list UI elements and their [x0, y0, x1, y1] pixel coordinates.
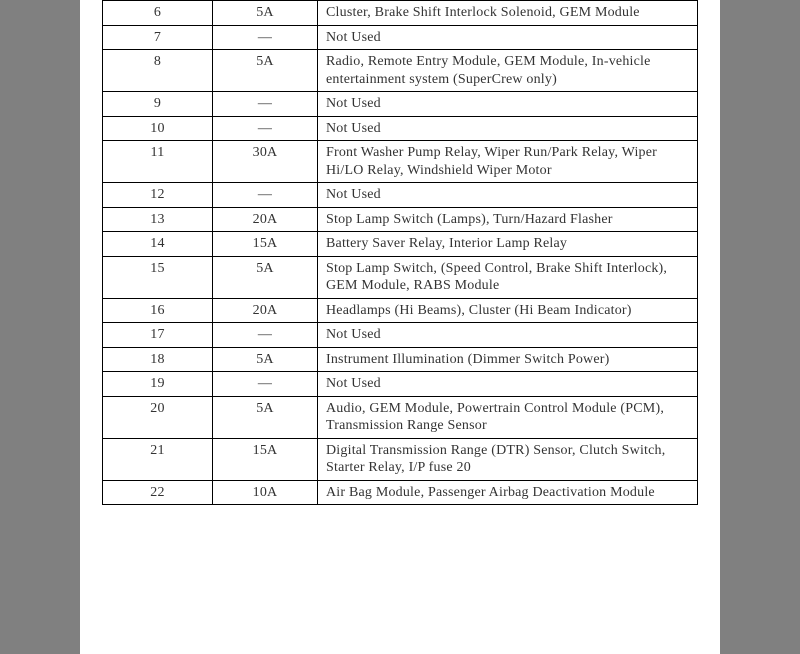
table-row: 7—Not Used — [103, 25, 698, 50]
fuse-number-cell: 15 — [103, 256, 213, 298]
fuse-number-cell: 13 — [103, 207, 213, 232]
fuse-amperage-cell: 30A — [213, 141, 318, 183]
fuse-description-cell: Not Used — [318, 116, 698, 141]
fuse-table: 65ACluster, Brake Shift Interlock Soleno… — [102, 0, 698, 505]
table-row: 205AAudio, GEM Module, Powertrain Contro… — [103, 396, 698, 438]
table-row: 10—Not Used — [103, 116, 698, 141]
fuse-number-cell: 12 — [103, 183, 213, 208]
fuse-amperage-cell: — — [213, 116, 318, 141]
fuse-description-cell: Stop Lamp Switch (Lamps), Turn/Hazard Fl… — [318, 207, 698, 232]
fuse-amperage-cell: 15A — [213, 438, 318, 480]
table-row: 12—Not Used — [103, 183, 698, 208]
table-row: 65ACluster, Brake Shift Interlock Soleno… — [103, 1, 698, 26]
fuse-description-cell: Instrument Illumination (Dimmer Switch P… — [318, 347, 698, 372]
fuse-description-cell: Not Used — [318, 183, 698, 208]
fuse-description-cell: Air Bag Module, Passenger Airbag Deactiv… — [318, 480, 698, 505]
fuse-number-cell: 19 — [103, 372, 213, 397]
fuse-amperage-cell: 20A — [213, 207, 318, 232]
table-row: 19—Not Used — [103, 372, 698, 397]
document-page: 65ACluster, Brake Shift Interlock Soleno… — [80, 0, 720, 654]
table-row: 85ARadio, Remote Entry Module, GEM Modul… — [103, 50, 698, 92]
fuse-number-cell: 20 — [103, 396, 213, 438]
fuse-description-cell: Not Used — [318, 92, 698, 117]
table-row: 1130AFront Washer Pump Relay, Wiper Run/… — [103, 141, 698, 183]
fuse-table-body: 65ACluster, Brake Shift Interlock Soleno… — [103, 1, 698, 505]
fuse-number-cell: 11 — [103, 141, 213, 183]
table-row: 2210AAir Bag Module, Passenger Airbag De… — [103, 480, 698, 505]
fuse-description-cell: Audio, GEM Module, Powertrain Control Mo… — [318, 396, 698, 438]
fuse-number-cell: 14 — [103, 232, 213, 257]
fuse-description-cell: Stop Lamp Switch, (Speed Control, Brake … — [318, 256, 698, 298]
fuse-amperage-cell: 10A — [213, 480, 318, 505]
table-row: 17—Not Used — [103, 323, 698, 348]
fuse-number-cell: 16 — [103, 298, 213, 323]
fuse-description-cell: Cluster, Brake Shift Interlock Solenoid,… — [318, 1, 698, 26]
fuse-description-cell: Not Used — [318, 323, 698, 348]
fuse-description-cell: Digital Transmission Range (DTR) Sensor,… — [318, 438, 698, 480]
fuse-number-cell: 6 — [103, 1, 213, 26]
fuse-amperage-cell: — — [213, 183, 318, 208]
fuse-number-cell: 7 — [103, 25, 213, 50]
fuse-number-cell: 22 — [103, 480, 213, 505]
fuse-amperage-cell: 5A — [213, 347, 318, 372]
fuse-description-cell: Headlamps (Hi Beams), Cluster (Hi Beam I… — [318, 298, 698, 323]
fuse-number-cell: 18 — [103, 347, 213, 372]
fuse-description-cell: Not Used — [318, 372, 698, 397]
table-row: 185AInstrument Illumination (Dimmer Swit… — [103, 347, 698, 372]
fuse-description-cell: Radio, Remote Entry Module, GEM Module, … — [318, 50, 698, 92]
fuse-description-cell: Front Washer Pump Relay, Wiper Run/Park … — [318, 141, 698, 183]
table-row: 1415ABattery Saver Relay, Interior Lamp … — [103, 232, 698, 257]
table-row: 1320AStop Lamp Switch (Lamps), Turn/Haza… — [103, 207, 698, 232]
fuse-amperage-cell: 15A — [213, 232, 318, 257]
fuse-number-cell: 10 — [103, 116, 213, 141]
fuse-amperage-cell: — — [213, 92, 318, 117]
fuse-amperage-cell: — — [213, 323, 318, 348]
fuse-amperage-cell: — — [213, 25, 318, 50]
fuse-amperage-cell: 5A — [213, 50, 318, 92]
fuse-amperage-cell: 5A — [213, 256, 318, 298]
fuse-amperage-cell: 5A — [213, 1, 318, 26]
fuse-description-cell: Battery Saver Relay, Interior Lamp Relay — [318, 232, 698, 257]
fuse-number-cell: 8 — [103, 50, 213, 92]
table-row: 1620AHeadlamps (Hi Beams), Cluster (Hi B… — [103, 298, 698, 323]
fuse-amperage-cell: — — [213, 372, 318, 397]
table-row: 155AStop Lamp Switch, (Speed Control, Br… — [103, 256, 698, 298]
fuse-number-cell: 21 — [103, 438, 213, 480]
fuse-description-cell: Not Used — [318, 25, 698, 50]
fuse-amperage-cell: 20A — [213, 298, 318, 323]
fuse-number-cell: 9 — [103, 92, 213, 117]
table-row: 2115ADigital Transmission Range (DTR) Se… — [103, 438, 698, 480]
table-row: 9—Not Used — [103, 92, 698, 117]
fuse-amperage-cell: 5A — [213, 396, 318, 438]
fuse-number-cell: 17 — [103, 323, 213, 348]
